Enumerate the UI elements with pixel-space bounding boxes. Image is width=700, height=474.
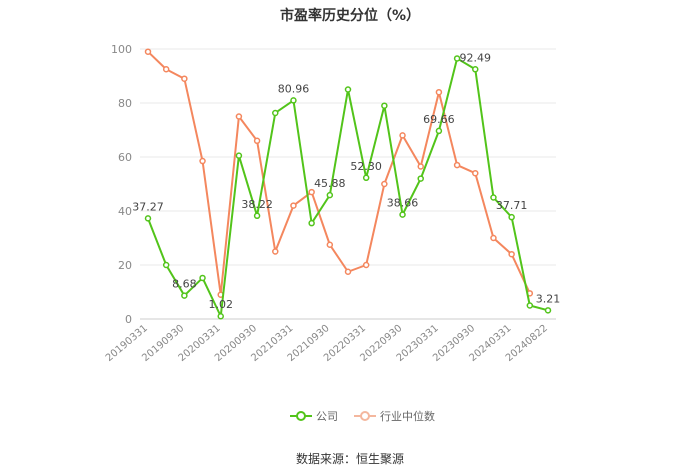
data-point: [472, 66, 479, 73]
data-point: [181, 292, 188, 299]
data-label: 38.22: [241, 198, 273, 211]
data-point: [490, 194, 497, 201]
data-point: [181, 75, 188, 82]
y-tick-label: 20: [118, 259, 132, 272]
data-point: [399, 211, 406, 218]
data-point: [472, 169, 479, 177]
data-point: [526, 302, 534, 309]
data-point: [435, 88, 443, 96]
data-label: 3.21: [536, 292, 561, 305]
data-point: [199, 274, 206, 282]
data-point: [508, 213, 515, 221]
data-point: [272, 248, 279, 255]
data-point: [453, 161, 461, 169]
data-point: [381, 180, 388, 188]
data-label: 52.30: [350, 160, 382, 173]
data-point: [272, 109, 279, 117]
data-point: [399, 132, 406, 139]
data-point: [235, 113, 243, 120]
data-point: [417, 175, 424, 182]
y-tick-label: 0: [125, 313, 132, 326]
legend-item-industry[interactable]: 行业中位数: [354, 408, 435, 424]
data-point: [308, 188, 315, 196]
data-point: [490, 234, 497, 242]
data-point: [162, 261, 170, 269]
data-label: 45.88: [314, 177, 346, 190]
data-label: 8.68: [172, 278, 197, 291]
data-point: [308, 219, 315, 227]
y-tick-label: 100: [111, 43, 132, 56]
y-tick-label: 40: [118, 205, 132, 218]
data-point: [544, 307, 552, 314]
data-point: [290, 97, 297, 104]
data-label: 92.49: [460, 51, 492, 64]
data-point: [253, 137, 261, 145]
data-point: [217, 312, 224, 320]
data-point: [144, 215, 152, 222]
data-point: [381, 102, 388, 109]
data-point: [453, 55, 461, 62]
data-point: [162, 66, 170, 73]
legend-company-label: 公司: [316, 410, 338, 423]
data-label: 69.66: [423, 113, 455, 126]
legend-company-marker: [290, 411, 312, 421]
data-point: [344, 268, 352, 275]
data-point: [199, 157, 206, 165]
data-point: [235, 152, 243, 159]
data-point: [144, 48, 152, 55]
series-line: [147, 50, 531, 296]
data-point: [362, 174, 370, 182]
data-label: 80.96: [278, 82, 310, 95]
data-point: [326, 191, 334, 199]
data-label: 1.02: [208, 298, 233, 311]
legend-item-company[interactable]: 公司: [290, 408, 338, 424]
data-point: [253, 212, 261, 220]
legend-industry-label: 行业中位数: [380, 410, 435, 423]
legend: 公司 行业中位数: [290, 408, 435, 424]
data-point: [344, 86, 352, 93]
data-point: [417, 163, 424, 170]
data-label: 38.66: [387, 197, 419, 210]
data-point: [508, 250, 515, 258]
series-line: [147, 57, 549, 318]
y-tick-label: 80: [118, 97, 132, 110]
data-source: 数据来源：恒生聚源: [295, 452, 404, 466]
legend-industry-marker: [354, 411, 376, 421]
data-label: 37.27: [132, 200, 164, 213]
data-point: [362, 261, 370, 269]
data-point: [290, 202, 297, 209]
y-tick-label: 60: [118, 151, 132, 164]
data-point: [326, 241, 334, 248]
data-point: [435, 127, 443, 135]
data-label: 37.71: [496, 199, 528, 212]
chart-title: 市盈率历史分位（%）: [279, 8, 421, 24]
